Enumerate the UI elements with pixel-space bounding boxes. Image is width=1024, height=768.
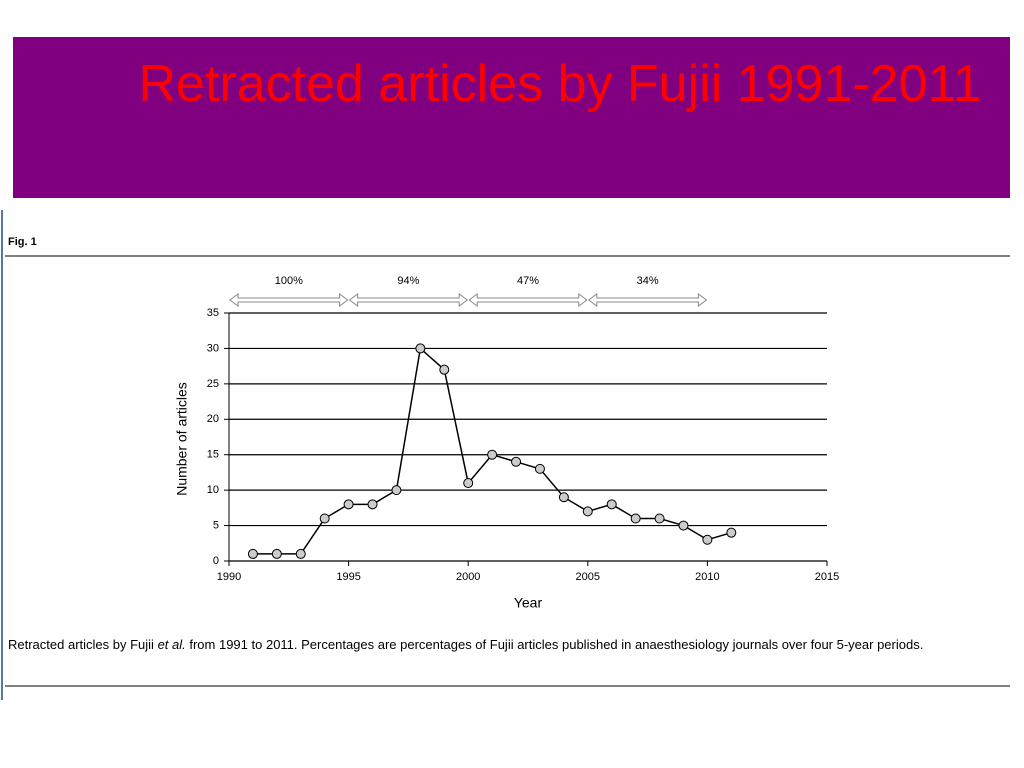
y-tick-label: 20 xyxy=(207,413,219,425)
y-tick-label: 0 xyxy=(213,555,219,567)
caption-text: Retracted articles by Fujii xyxy=(8,637,158,652)
data-point xyxy=(415,343,426,354)
y-tick-label: 10 xyxy=(207,484,219,496)
data-point xyxy=(463,478,474,489)
y-tick-label: 5 xyxy=(213,519,219,531)
data-point xyxy=(534,463,545,474)
data-point xyxy=(558,492,569,503)
x-tick-label: 2015 xyxy=(815,571,839,583)
period-arrow xyxy=(229,293,349,307)
caption-italic: et al. xyxy=(157,637,186,652)
x-tick-label: 1995 xyxy=(336,571,360,583)
data-point xyxy=(439,364,450,375)
y-tick-label: 25 xyxy=(207,378,219,390)
slide-title: Retracted articles by Fujii 1991-2011 xyxy=(138,55,982,113)
y-tick-label: 35 xyxy=(207,307,219,319)
period-label: 34% xyxy=(637,275,659,287)
data-point xyxy=(702,534,713,545)
period-arrow xyxy=(348,293,469,307)
x-tick-label: 2000 xyxy=(456,571,480,583)
period-label: 94% xyxy=(397,275,419,287)
y-tick-label: 30 xyxy=(207,342,219,354)
data-point xyxy=(606,499,617,510)
figure-label: Fig. 1 xyxy=(8,236,37,248)
data-point xyxy=(582,506,593,517)
period-arrow xyxy=(587,293,708,307)
data-point xyxy=(319,513,330,524)
caption: Retracted articles by Fujii et al. from … xyxy=(8,637,1008,653)
x-tick-label: 2005 xyxy=(576,571,600,583)
data-point xyxy=(630,513,641,524)
title-banner xyxy=(13,37,1010,198)
data-point xyxy=(391,485,402,496)
data-point xyxy=(487,449,498,460)
data-point xyxy=(654,513,665,524)
y-tick-label: 15 xyxy=(207,449,219,461)
period-arrow xyxy=(468,293,588,307)
data-point xyxy=(271,548,282,559)
x-tick-label: 2010 xyxy=(695,571,719,583)
x-tick-label: 1990 xyxy=(217,571,241,583)
data-point xyxy=(367,499,378,510)
data-point xyxy=(247,548,258,559)
data-point xyxy=(678,520,689,531)
y-axis-label: Number of articles xyxy=(174,382,190,496)
period-label: 100% xyxy=(275,275,303,287)
data-point xyxy=(343,499,354,510)
data-point xyxy=(726,527,737,538)
caption-text: from 1991 to 2011. Percentages are perce… xyxy=(185,637,924,652)
x-axis-label: Year xyxy=(514,595,543,611)
period-label: 47% xyxy=(517,275,539,287)
data-point xyxy=(511,456,522,467)
data-point xyxy=(295,548,306,559)
